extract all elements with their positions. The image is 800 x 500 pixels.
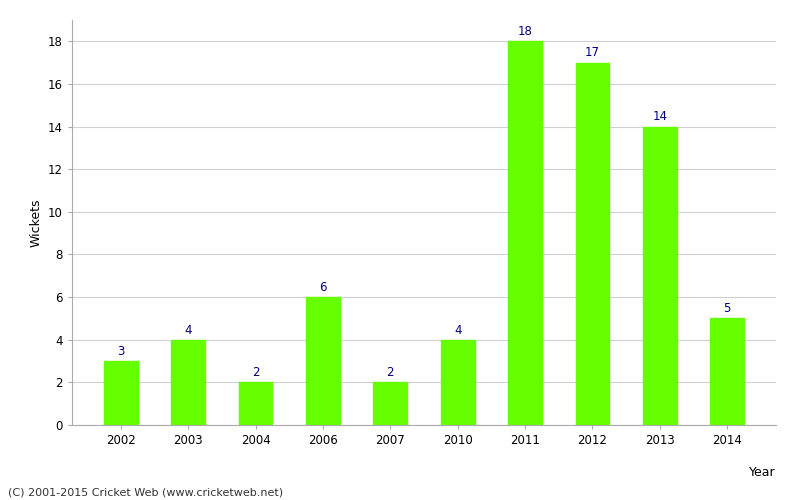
Text: 5: 5 <box>723 302 731 315</box>
Bar <box>238 382 273 425</box>
Bar <box>575 62 610 425</box>
Text: 4: 4 <box>185 324 192 336</box>
Text: 4: 4 <box>454 324 462 336</box>
Text: 17: 17 <box>585 46 600 60</box>
Bar <box>441 340 474 425</box>
Text: (C) 2001-2015 Cricket Web (www.cricketweb.net): (C) 2001-2015 Cricket Web (www.cricketwe… <box>8 488 283 498</box>
Y-axis label: Wickets: Wickets <box>30 198 42 246</box>
Text: 14: 14 <box>652 110 667 124</box>
Text: Year: Year <box>750 466 776 478</box>
Text: 2: 2 <box>252 366 259 379</box>
Bar <box>643 126 677 425</box>
Text: 3: 3 <box>117 345 125 358</box>
Bar <box>374 382 407 425</box>
Text: 18: 18 <box>518 25 533 38</box>
Bar <box>508 42 542 425</box>
Bar <box>171 340 205 425</box>
Bar <box>306 297 340 425</box>
Bar <box>104 361 138 425</box>
Text: 6: 6 <box>319 281 326 294</box>
Text: 2: 2 <box>386 366 394 379</box>
Bar <box>710 318 744 425</box>
